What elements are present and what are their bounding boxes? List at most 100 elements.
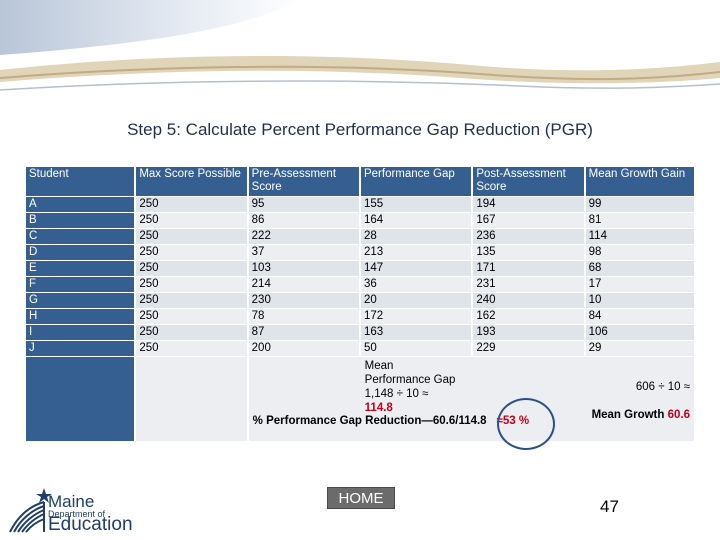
mean-gap-calc: 1,148 ÷ 10 ≈ <box>364 388 429 400</box>
table-row: I 250 87 163 193 106 <box>26 325 694 340</box>
header-student: Student <box>26 167 135 196</box>
table-cell: 193 <box>473 325 584 340</box>
table-cell: 147 <box>360 261 472 276</box>
page-number: 47 <box>600 497 619 516</box>
table-row: A 250 95 155 194 99 <box>26 197 694 212</box>
table-cell: 162 <box>473 309 584 324</box>
table-cell: 163 <box>360 325 472 340</box>
mean-gap-label-1: Mean <box>364 360 394 372</box>
table-cell: 78 <box>248 309 359 324</box>
table-cell: 194 <box>473 197 584 212</box>
table-cell: 10 <box>585 293 694 308</box>
maine-star-logo-icon <box>9 488 52 533</box>
home-button[interactable]: HOME <box>327 487 395 509</box>
table-cell: 214 <box>248 277 359 292</box>
table-cell: 164 <box>360 213 472 228</box>
table-cell: 86 <box>248 213 359 228</box>
table-row: J 250 200 50 229 29 <box>26 341 694 356</box>
table-cell: 250 <box>136 229 247 244</box>
table-cell: 240 <box>473 293 584 308</box>
header-post-assessment: Post-Assessment Score <box>473 167 584 196</box>
table-header-row: Student Max Score Possible Pre-Assessmen… <box>26 167 694 196</box>
table-cell: 229 <box>473 341 584 356</box>
mean-gap-value: 114.8 <box>364 402 393 414</box>
summary-student-cell <box>26 357 135 441</box>
table-cell: 99 <box>585 197 694 212</box>
table-cell: 106 <box>585 325 694 340</box>
header-performance-gap: Performance Gap <box>360 167 472 196</box>
table-cell: 172 <box>360 309 472 324</box>
student-cell: I <box>26 325 135 340</box>
table-cell: 98 <box>585 245 694 260</box>
table-cell: 50 <box>360 341 472 356</box>
table-cell: 236 <box>473 229 584 244</box>
header-max-score: Max Score Possible <box>136 167 247 196</box>
table-row: C 250 222 28 236 114 <box>26 229 694 244</box>
table-cell: 84 <box>585 309 694 324</box>
pgr-line: % Performance Gap Reduction—60.6/114.8 ≈5… <box>253 415 529 428</box>
table-cell: 135 <box>473 245 584 260</box>
table-cell: 250 <box>136 213 247 228</box>
mean-growth-label: Mean Growth <box>591 409 665 421</box>
table-cell: 114 <box>585 229 694 244</box>
header-mean-growth: Mean Growth Gain <box>585 167 694 196</box>
student-cell: D <box>26 245 135 260</box>
logo-department: Department of <box>48 509 106 519</box>
table-cell: 222 <box>248 229 359 244</box>
pgr-text: % Performance Gap Reduction—60.6/114.8 <box>252 415 487 427</box>
table-cell: 250 <box>136 245 247 260</box>
student-cell: F <box>26 277 135 292</box>
table-cell: 231 <box>473 277 584 292</box>
table-row: D 250 37 213 135 98 <box>26 245 694 260</box>
table-cell: 28 <box>360 229 472 244</box>
mean-growth-value: 60.6 <box>667 409 690 421</box>
student-cell: G <box>26 293 135 308</box>
table-cell: 250 <box>136 325 247 340</box>
table-cell: 250 <box>136 293 247 308</box>
table-cell: 103 <box>248 261 359 276</box>
highlight-circle <box>497 398 555 450</box>
table-cell: 230 <box>248 293 359 308</box>
student-cell: B <box>26 213 135 228</box>
table-cell: 95 <box>248 197 359 212</box>
table-cell: 250 <box>136 341 247 356</box>
logo-maine: Maine <box>48 492 95 511</box>
table-cell: 250 <box>136 261 247 276</box>
student-cell: A <box>26 197 135 212</box>
table-cell: 213 <box>360 245 472 260</box>
table-cell: 250 <box>136 197 247 212</box>
table-cell: 250 <box>136 309 247 324</box>
table-cell: 17 <box>585 277 694 292</box>
table-cell: 81 <box>585 213 694 228</box>
table-row: B 250 86 164 167 81 <box>26 213 694 228</box>
table-row: H 250 78 172 162 84 <box>26 309 694 324</box>
summary-max-cell <box>136 357 247 441</box>
table-cell: 68 <box>585 261 694 276</box>
student-cell: E <box>26 261 135 276</box>
table-cell: 167 <box>473 213 584 228</box>
pgr-table: Student Max Score Possible Pre-Assessmen… <box>24 166 696 442</box>
table-row: F 250 214 36 231 17 <box>26 277 694 292</box>
header-swoosh-banner <box>0 0 720 100</box>
header-pre-assessment: Pre-Assessment Score <box>248 167 359 196</box>
table-row: G 250 230 20 240 10 <box>26 293 694 308</box>
mean-gap-block: Mean Performance Gap 1,148 ÷ 10 ≈ 114.8 <box>365 359 456 415</box>
student-cell: H <box>26 309 135 324</box>
table-cell: 171 <box>473 261 584 276</box>
table-row: E 250 103 147 171 68 <box>26 261 694 276</box>
table-cell: 37 <box>248 245 359 260</box>
table-cell: 29 <box>585 341 694 356</box>
table-cell: 36 <box>360 277 472 292</box>
student-cell: J <box>26 341 135 356</box>
table-cell: 155 <box>360 197 472 212</box>
student-cell: C <box>26 229 135 244</box>
mean-growth-calc: 606 ÷ 10 ≈ <box>635 381 690 393</box>
table-cell: 200 <box>248 341 359 356</box>
mean-gap-label-2: Performance Gap <box>364 374 456 386</box>
table-cell: 87 <box>248 325 359 340</box>
table-cell: 250 <box>136 277 247 292</box>
mean-growth-block: 606 ÷ 10 ≈ Mean Growth 60.6 <box>592 373 690 429</box>
logo-education: Education <box>48 514 133 535</box>
table-cell: 20 <box>360 293 472 308</box>
summary-row: Mean Performance Gap 1,148 ÷ 10 ≈ 114.8% Pe… <box>26 357 694 441</box>
